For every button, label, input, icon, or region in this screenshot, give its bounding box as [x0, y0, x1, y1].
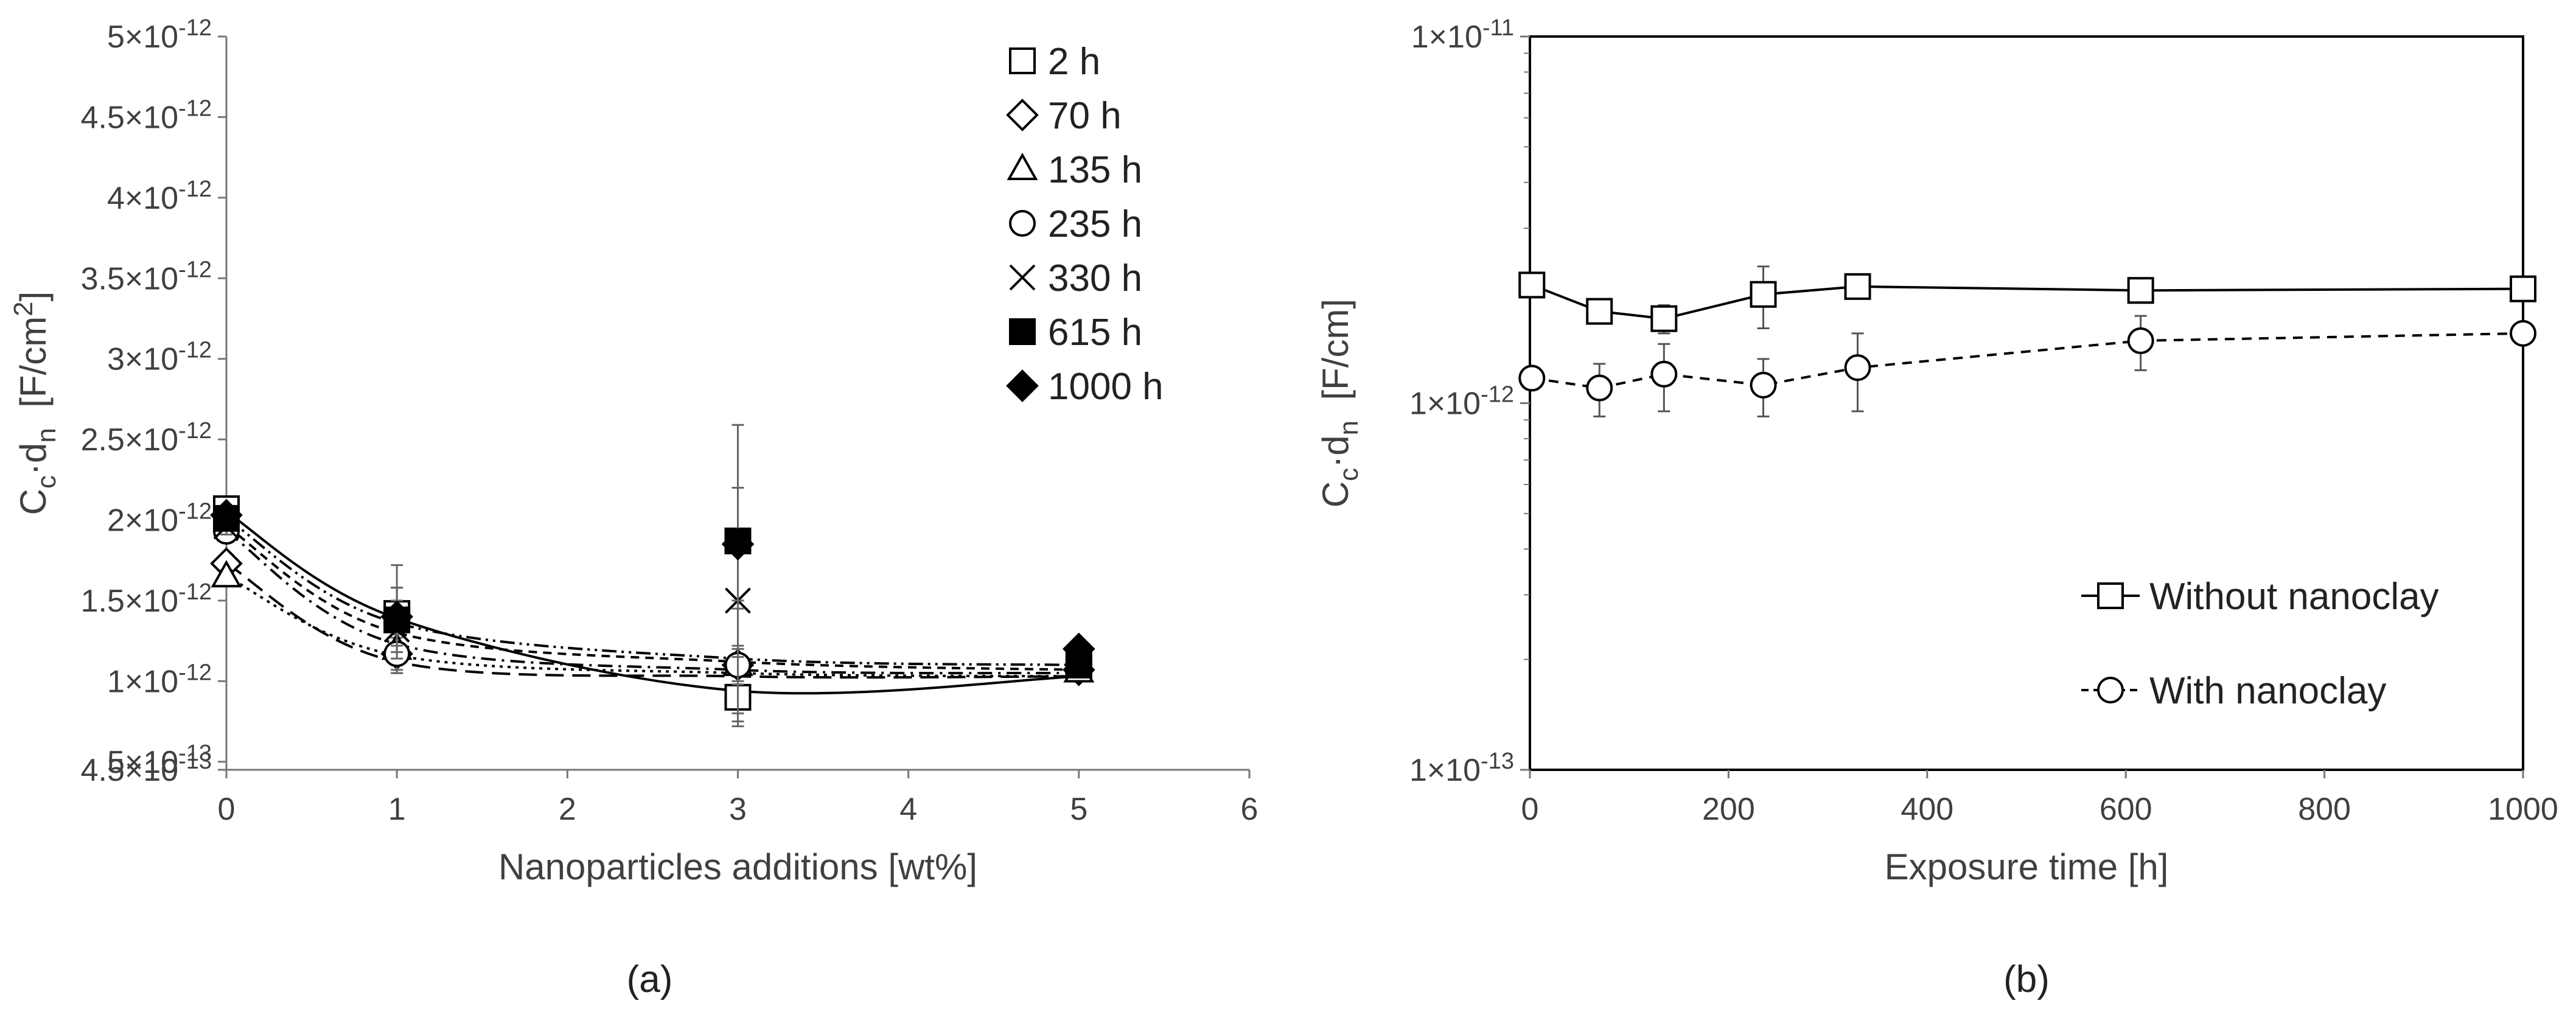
x-tick-label: 1000: [2488, 792, 2558, 827]
y-tick-label: 1×10-12: [1409, 382, 1514, 422]
x-axis-title: Exposure time [h]: [1885, 846, 2169, 887]
data-point-1000-h: [1063, 632, 1095, 666]
legend-label-70-h: 70 h: [1048, 95, 1122, 137]
legend-label-135-h: 135 h: [1048, 149, 1142, 191]
legend-marker-with-nanoclay: [2097, 677, 2124, 703]
data-point-with-nanoclay: [1650, 360, 1678, 388]
data-point-with-nanoclay: [1518, 365, 1546, 392]
y-tick-label: 4.5×10-13: [81, 749, 212, 788]
y-tick-label: 1×10-11: [1411, 15, 1514, 55]
panel-a-chart: 4.5×10-135×10-13 1×10-12 1.5×10-12 2×10-12 2…: [9, 15, 1258, 1000]
y-tick-label: 5×10-12: [107, 15, 212, 55]
data-point-135-h: [211, 560, 242, 588]
data-point-1000-h: [721, 528, 755, 561]
fit-curve-2-h: [225, 511, 1079, 695]
y-tick-label: 3.5×10-12: [81, 257, 212, 296]
legend-label-without-nanoclay: Without nanoclay: [2149, 576, 2439, 618]
y-tick-label: 2×10-12: [107, 499, 212, 539]
y-tick-label: 3×10-12: [107, 338, 212, 377]
y-tick-label: 2.5×10-12: [81, 418, 212, 458]
y-tick-label: 4×10-12: [107, 176, 212, 216]
legend-marker-1000-h: [1006, 369, 1039, 402]
x-tick-label: 0: [218, 792, 236, 827]
data-point-with-nanoclay: [1750, 371, 1777, 399]
legend-marker-330-h: [1009, 264, 1036, 291]
y-axis-title: Cc·dn [F/cm2]: [9, 291, 61, 515]
x-tick-label: 2: [559, 792, 576, 827]
legend-label-2-h: 2 h: [1048, 41, 1100, 83]
x-tick-label: 5: [1070, 792, 1087, 827]
legend-marker-2-h: [1009, 47, 1036, 74]
x-tick-label: 1: [388, 792, 406, 827]
x-tick-label: 6: [1241, 792, 1258, 827]
fit-curve-235-h: [225, 530, 1079, 675]
x-tick-label: 0: [1521, 792, 1539, 827]
legend-label-235-h: 235 h: [1048, 203, 1142, 245]
legend-marker-70-h: [1006, 99, 1039, 131]
legend-marker-235-h: [1009, 210, 1036, 237]
x-tick-label: 600: [2100, 792, 2152, 827]
y-tick-label: 1×10-12: [107, 660, 212, 699]
y-axis-title-group: Cc·dn [F/cm]: [1315, 299, 1364, 508]
data-point-with-nanoclay: [1586, 374, 1613, 402]
data-point-without-nanoclay: [1844, 273, 1871, 300]
data-point-1000-h: [380, 600, 413, 633]
y-tick-label: 1.5×10-12: [81, 579, 212, 619]
y-axis-title-group: Cc·dn [F/cm2]: [9, 291, 61, 515]
plot-frame: [1529, 35, 2524, 771]
data-point-without-nanoclay: [1650, 305, 1678, 332]
data-point-with-nanoclay: [2127, 327, 2154, 354]
legend-label-615-h: 615 h: [1048, 312, 1142, 354]
x-tick-label: 800: [2298, 792, 2351, 827]
y-axis-title: Cc·dn [F/cm]: [1315, 299, 1364, 508]
fit-curve-70-h: [225, 562, 1079, 679]
x-tick-label: 4: [899, 792, 917, 827]
legend-marker-615-h: [1009, 318, 1036, 345]
data-point-without-nanoclay: [1586, 298, 1613, 325]
fit-curve-615-h: [225, 517, 1079, 666]
series-line-without-nanoclay: [1531, 284, 2524, 320]
panel-label-b: (b): [2003, 958, 2050, 1000]
legend-label-330-h: 330 h: [1048, 257, 1142, 299]
data-point-without-nanoclay: [2510, 275, 2536, 302]
legend-marker-without-nanoclay: [2097, 582, 2124, 609]
x-tick-label: 400: [1901, 792, 1953, 827]
panel-b-chart: 1×10-13 1×10-12 1×10-11 0 200 400 600 800 1000 Ex…: [1315, 15, 2558, 1000]
panel-label-a: (a): [627, 958, 673, 1000]
data-point-1000-h: [210, 498, 243, 532]
x-tick-label: 200: [1702, 792, 1755, 827]
y-tick-label: 4.5×10-12: [81, 96, 212, 135]
data-point-with-nanoclay: [1844, 354, 1871, 382]
legend-marker-135-h: [1007, 152, 1038, 180]
data-point-without-nanoclay: [1750, 281, 1777, 308]
legend-label-1000-h: 1000 h: [1048, 366, 1164, 408]
x-axis-title: Nanoparticles additions [wt%]: [498, 846, 977, 887]
x-tick-label: 3: [729, 792, 747, 827]
data-point-without-nanoclay: [1518, 271, 1546, 299]
legend-label-with-nanoclay: With nanoclay: [2149, 670, 2386, 712]
y-tick-label: 1×10-13: [1409, 749, 1514, 788]
data-point-with-nanoclay: [2510, 319, 2536, 347]
fit-curve-135-h: [226, 575, 1079, 678]
series-line-with-nanoclay: [1531, 332, 2524, 389]
data-point-without-nanoclay: [2127, 277, 2154, 304]
fit-curve-330-h: [225, 525, 1079, 671]
y-tick-label: 5×10-13: [107, 741, 212, 780]
